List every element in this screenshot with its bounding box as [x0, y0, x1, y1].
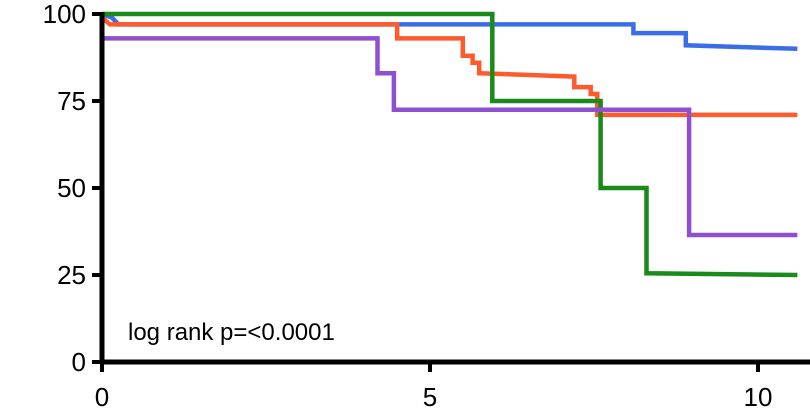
tick-layer: 0 25 50 75 100 0 5 10	[43, 0, 773, 412]
x-tick-label: 5	[423, 382, 437, 412]
log-rank-annotation: log rank p=<0.0001	[128, 319, 335, 346]
y-tick-label: 25	[57, 260, 86, 290]
axes	[99, 12, 810, 365]
series-layer	[100, 11, 798, 278]
y-tick-label: 0	[72, 347, 86, 377]
series-line-4	[102, 36, 798, 238]
series-line-2	[100, 15, 798, 118]
series-line-3	[102, 11, 798, 278]
x-tick-label: 10	[744, 382, 773, 412]
y-tick-label: 50	[57, 173, 86, 203]
y-tick-label: 100	[43, 0, 86, 29]
y-tick-label: 75	[57, 86, 86, 116]
series-line-1	[101, 11, 798, 52]
x-tick-label: 0	[95, 382, 109, 412]
